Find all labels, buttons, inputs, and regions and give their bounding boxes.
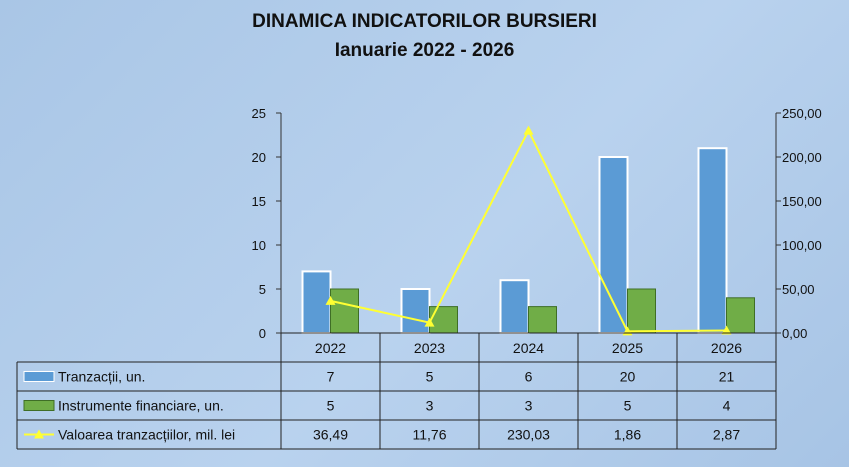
x-tick-label: 2022	[315, 340, 346, 356]
bar-tranzactii	[499, 279, 530, 335]
right-tick-label: 0,00	[782, 326, 807, 341]
x-tick-label: 2025	[612, 340, 643, 356]
left-tick-label: 15	[252, 194, 266, 209]
legend-key-tranzactii	[23, 371, 55, 382]
chart-subtitle: Ianuarie 2022 - 2026	[334, 40, 515, 61]
data-cell: 2,87	[713, 427, 740, 443]
right-tick-label: 50,00	[782, 282, 815, 297]
x-tick-label: 2023	[414, 340, 445, 356]
data-cell: 7	[327, 369, 335, 385]
left-tick-label: 10	[252, 238, 266, 253]
line-point-marker	[424, 317, 435, 327]
bar-instrumente	[627, 288, 656, 334]
x-tick-label: 2024	[513, 340, 544, 356]
data-cell: 4	[723, 398, 731, 414]
data-cell: 6	[525, 369, 533, 385]
left-tick-label: 25	[252, 106, 266, 121]
data-cell: 36,49	[313, 427, 348, 443]
bar-tranzactii	[598, 156, 629, 334]
right-tick-label: 150,00	[782, 194, 822, 209]
left-tick-label: 20	[252, 150, 266, 165]
data-cell: 11,76	[413, 427, 447, 443]
data-cell: 3	[525, 398, 533, 414]
data-cell: 1,86	[614, 427, 641, 443]
legend-key-marker	[34, 429, 44, 439]
x-tick-label: 2026	[711, 340, 742, 356]
right-tick-label: 100,00	[782, 238, 822, 253]
data-cell: 230,03	[507, 427, 550, 443]
line-point-marker	[523, 125, 534, 135]
right-tick-label: 250,00	[782, 106, 822, 121]
data-cell: 20	[620, 369, 636, 385]
data-cell: 3	[426, 398, 434, 414]
data-cell: 5	[327, 398, 335, 414]
data-cell: 5	[426, 369, 434, 385]
line-point-marker	[721, 325, 732, 335]
chart-title: DINAMICA INDICATORILOR BURSIERI	[252, 11, 597, 32]
right-tick-label: 200,00	[782, 150, 822, 165]
series-name: Tranzacții, un.	[58, 369, 145, 385]
bar-instrumente	[429, 306, 458, 334]
left-tick-label: 5	[259, 282, 266, 297]
line-point-marker	[325, 295, 336, 305]
left-tick-label: 0	[259, 326, 266, 341]
bar-tranzactii	[697, 147, 728, 334]
data-cell: 21	[719, 369, 735, 385]
legend-key-instrumente	[23, 400, 55, 411]
bar-instrumente	[528, 306, 557, 334]
bar-tranzactii	[301, 270, 332, 334]
data-cell: 5	[624, 398, 632, 414]
bar-instrumente	[330, 288, 359, 334]
series-name: Instrumente financiare, un.	[58, 398, 224, 414]
bar-instrumente	[726, 297, 755, 334]
series-name: Valoarea tranzacțiilor, mil. lei	[58, 427, 235, 443]
